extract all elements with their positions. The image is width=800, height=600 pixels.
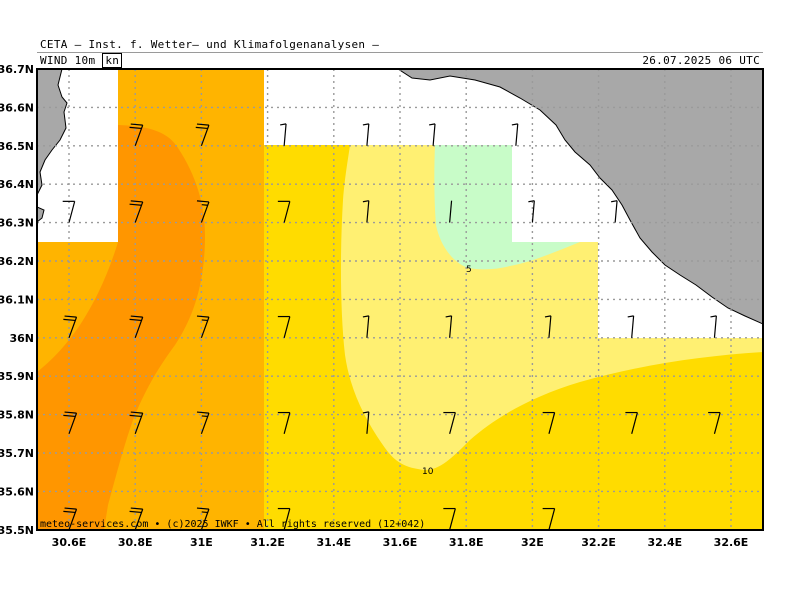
band-lt5kn bbox=[434, 145, 580, 270]
lat-tick-label: 36.7N bbox=[0, 63, 34, 76]
wind-barb bbox=[129, 123, 144, 147]
wind-barb bbox=[449, 200, 453, 223]
lon-tick-label: 32.2E bbox=[581, 536, 616, 549]
wind-barb bbox=[277, 200, 291, 223]
copyright-credit: meteo-services.com • (c)2025 IWKF • All … bbox=[40, 519, 425, 530]
wind-barb bbox=[196, 315, 210, 339]
title-divider bbox=[37, 52, 763, 53]
wind-barb bbox=[710, 315, 717, 338]
lon-tick-label: 32E bbox=[521, 536, 544, 549]
wind-barb bbox=[129, 411, 144, 435]
wind-barb bbox=[280, 123, 287, 146]
wind-barb bbox=[625, 411, 638, 434]
wind-barb bbox=[611, 200, 618, 223]
parameter-unit: kn bbox=[102, 53, 123, 68]
valid-datetime: 26.07.2025 06 UTC bbox=[642, 54, 760, 67]
lon-tick-label: 31.4E bbox=[316, 536, 351, 549]
lat-tick-label: 36.6N bbox=[0, 101, 34, 114]
wind-barb bbox=[129, 315, 144, 339]
wind-barb bbox=[443, 507, 456, 530]
lat-tick-label: 36.3N bbox=[0, 217, 34, 230]
longitude-labels: 30.6E 30.8E 31E 31.2E 31.4E 31.6E 31.8E 32E 32.2… bbox=[52, 536, 749, 549]
lat-tick-label: 36.2N bbox=[0, 255, 34, 268]
chart-title: CETA — Inst. f. Wetter— und Klimafolgena… bbox=[40, 38, 380, 51]
wind-barb bbox=[63, 411, 78, 435]
wind-barb bbox=[277, 315, 291, 338]
wind-barbs bbox=[62, 123, 721, 530]
lon-tick-label: 31.2E bbox=[250, 536, 285, 549]
wind-barb bbox=[542, 507, 556, 530]
lat-tick-label: 35.7N bbox=[0, 447, 34, 460]
lon-tick-label: 31.6E bbox=[383, 536, 418, 549]
lon-tick-label: 31.8E bbox=[449, 536, 484, 549]
wind-barb bbox=[277, 411, 291, 434]
parameter-prefix: WIND 10m bbox=[40, 54, 96, 67]
wind-barb bbox=[62, 200, 76, 223]
wind-barb bbox=[277, 507, 291, 530]
wind-barb bbox=[129, 200, 144, 223]
lat-tick-label: 36.4N bbox=[0, 178, 34, 191]
lon-tick-label: 32.6E bbox=[714, 536, 749, 549]
wind-barb bbox=[627, 315, 635, 338]
wind-barb bbox=[196, 411, 210, 435]
land-east bbox=[397, 69, 763, 325]
land-islet bbox=[37, 206, 45, 223]
lon-tick-label: 30.8E bbox=[118, 536, 153, 549]
lon-tick-label: 31E bbox=[190, 536, 213, 549]
wind-barb bbox=[195, 123, 210, 147]
contour-label-10: 10 bbox=[422, 467, 434, 477]
wind-barb bbox=[362, 315, 370, 338]
wind-barb bbox=[708, 411, 721, 434]
wind-barb bbox=[362, 411, 370, 434]
wind-barb bbox=[511, 123, 519, 146]
wind-barb bbox=[63, 315, 78, 339]
wind-barb bbox=[63, 507, 78, 530]
lat-tick-label: 36.1N bbox=[0, 293, 34, 306]
wind-barb bbox=[362, 200, 370, 223]
lat-lon-grid bbox=[37, 69, 763, 530]
map-frame bbox=[36, 68, 764, 531]
lat-tick-label: 35.9N bbox=[0, 370, 34, 383]
lat-tick-label: 36N bbox=[9, 332, 34, 345]
wind-barb bbox=[542, 411, 556, 434]
wind-barb bbox=[196, 200, 210, 223]
lat-tick-label: 35.5N bbox=[0, 524, 34, 537]
contour-label-5: 5 bbox=[466, 265, 472, 275]
lon-tick-label: 30.6E bbox=[52, 536, 87, 549]
lat-tick-label: 35.6N bbox=[0, 485, 34, 498]
wind-barb bbox=[362, 123, 370, 146]
wind-barb bbox=[528, 200, 535, 223]
wind-barb bbox=[544, 315, 552, 338]
wind-barb bbox=[443, 411, 456, 434]
lat-tick-label: 36.5N bbox=[0, 140, 34, 153]
lat-tick-label: 35.8N bbox=[0, 409, 34, 422]
wind-barb bbox=[196, 507, 210, 530]
lon-tick-label: 32.4E bbox=[647, 536, 682, 549]
band-20-25kn bbox=[37, 125, 205, 530]
land-west bbox=[37, 69, 68, 196]
wind-barb bbox=[429, 123, 436, 146]
wind-barb bbox=[445, 315, 453, 338]
wind-barb bbox=[129, 507, 144, 530]
parameter-label: WIND 10m kn bbox=[40, 53, 123, 68]
latitude-labels: 36.7N 36.6N 36.5N 36.4N 36.3N 36.2N 36.1N 36N 35… bbox=[0, 63, 34, 537]
